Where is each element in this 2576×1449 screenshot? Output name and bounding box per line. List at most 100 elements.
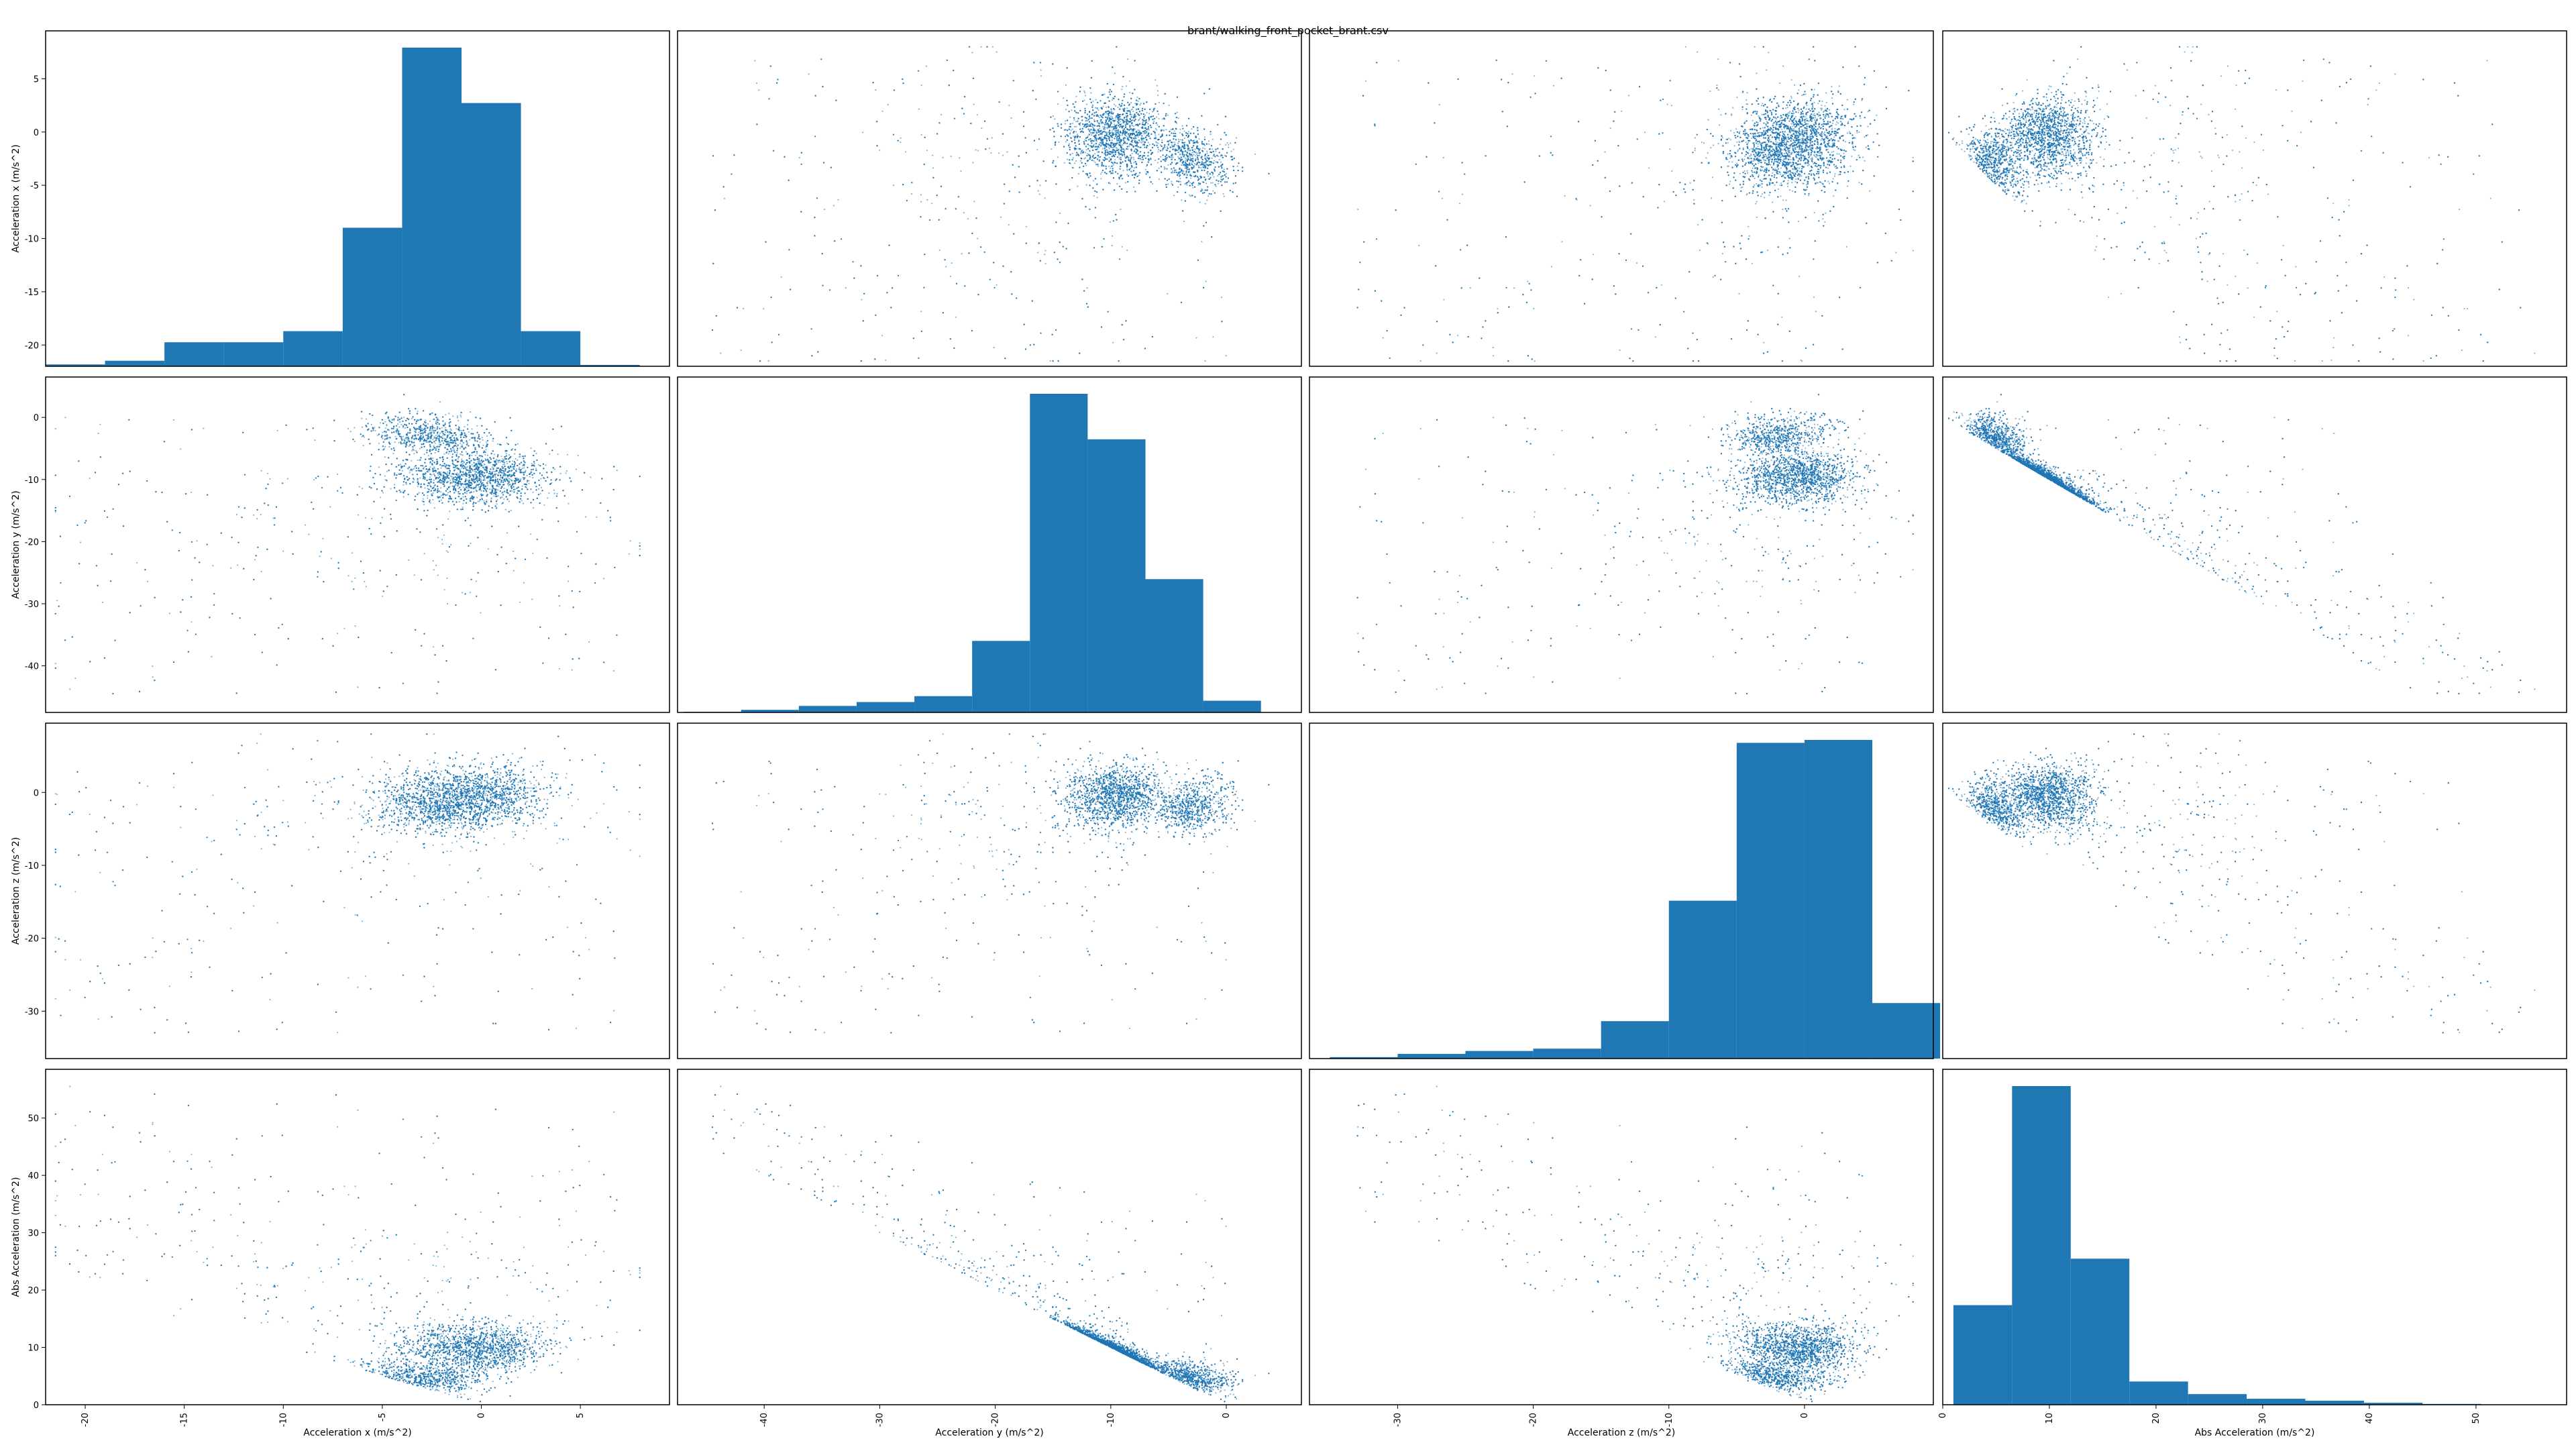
scatter-point [1187, 184, 1188, 186]
scatter-point [977, 150, 979, 152]
scatter-point [1223, 193, 1224, 195]
scatter-point [881, 111, 883, 112]
scatter-point [1152, 183, 1153, 184]
scatter-point [1120, 121, 1121, 122]
scatter-point [921, 134, 922, 136]
scatter-point [1065, 141, 1067, 142]
scatter-point [808, 73, 809, 74]
scatter-point [1230, 150, 1232, 152]
scatter-point [973, 201, 975, 202]
scatter-point [1074, 126, 1075, 127]
scatter-point [1213, 155, 1214, 156]
scatter-point [1101, 144, 1102, 145]
scatter-point [1112, 140, 1113, 141]
y-tick-label: -10 [25, 235, 39, 245]
scatter-point [1173, 195, 1175, 196]
scatter-point [1099, 121, 1101, 123]
scatter-point [1075, 160, 1077, 162]
scatter-point [926, 66, 927, 67]
scatter-point [1161, 150, 1163, 151]
scatter-point [1158, 113, 1159, 115]
scatter-point [1037, 252, 1038, 254]
scatter-point [1080, 160, 1081, 162]
scatter-point [1177, 156, 1179, 158]
scatter-point [1226, 173, 1227, 174]
scatter-point [920, 311, 922, 312]
scatter-point [1179, 161, 1181, 162]
scatter-point [1197, 165, 1199, 166]
scatter-point [1110, 183, 1111, 184]
scatter-point [1072, 153, 1073, 154]
scatter-point [1112, 116, 1113, 117]
scatter-point [931, 203, 932, 204]
scatter-point [1086, 103, 1087, 105]
scatter-point [1206, 151, 1208, 152]
scatter-point [1120, 144, 1121, 145]
scatter-point [1153, 121, 1155, 122]
scatter-point [1179, 139, 1181, 140]
scatter-point [990, 152, 991, 154]
scatter-point [1174, 130, 1175, 131]
scatter-point [1216, 161, 1217, 162]
scatter-point [1220, 156, 1221, 157]
scatter-point [945, 266, 947, 267]
scatter-point [1184, 138, 1185, 139]
scatter-point [1157, 162, 1159, 163]
scatter-point [1214, 176, 1215, 178]
scatter-point [1044, 250, 1046, 251]
scatter-point [977, 238, 978, 239]
scatter-point [996, 51, 998, 52]
scatter-point [1077, 133, 1078, 135]
scatter-point [1142, 122, 1143, 123]
scatter-point [1126, 250, 1128, 251]
histogram-bar [105, 361, 165, 366]
scatter-point [1220, 144, 1221, 145]
scatter-point [1071, 109, 1072, 111]
scatter-point [1093, 195, 1095, 197]
scatter-point [1205, 203, 1206, 205]
scatter-point [994, 347, 995, 348]
scatter-point [1145, 133, 1146, 134]
scatter-point [1218, 183, 1219, 184]
scatter-point [1173, 172, 1174, 173]
scatter-point [1112, 147, 1114, 148]
scatter-point [1221, 297, 1222, 298]
scatter-point [833, 205, 835, 206]
scatter-point [1172, 157, 1173, 158]
scatter-point [1156, 116, 1157, 117]
scatter-point [989, 148, 990, 149]
scatter-point [1172, 142, 1173, 143]
scatter-point [996, 284, 998, 286]
scatter-point [1155, 160, 1156, 161]
scatter-point [1174, 142, 1175, 143]
scatter-point [1114, 123, 1115, 125]
scatter-point [1160, 144, 1161, 146]
scatter-point [900, 142, 901, 143]
scatter-point [1193, 154, 1194, 155]
scatter-point [1134, 139, 1135, 140]
scatter-point [1102, 172, 1103, 173]
scatter-point [1054, 118, 1055, 119]
scatter-point [1036, 149, 1038, 150]
scatter-point [1136, 109, 1137, 111]
scatter-point [1208, 160, 1209, 162]
scatter-point [1193, 166, 1195, 168]
scatter-point [1148, 120, 1150, 121]
scatter-point [1091, 126, 1093, 127]
scatter-point [1179, 154, 1181, 155]
scatter-point [1084, 92, 1085, 93]
scatter-point [1097, 122, 1098, 123]
scatter-point [1191, 128, 1192, 129]
scatter-point [1184, 131, 1185, 132]
scatter-point [1197, 152, 1199, 154]
scatter-point [1177, 112, 1178, 113]
scatter-point [1099, 117, 1100, 118]
scatter-point [1191, 152, 1193, 154]
scatter-point [1093, 119, 1095, 120]
histogram-bar [343, 227, 402, 366]
scatter-point [885, 360, 886, 361]
scatter-point [1129, 80, 1130, 82]
scatter-point [1051, 148, 1052, 150]
scatter-point [1100, 173, 1102, 174]
